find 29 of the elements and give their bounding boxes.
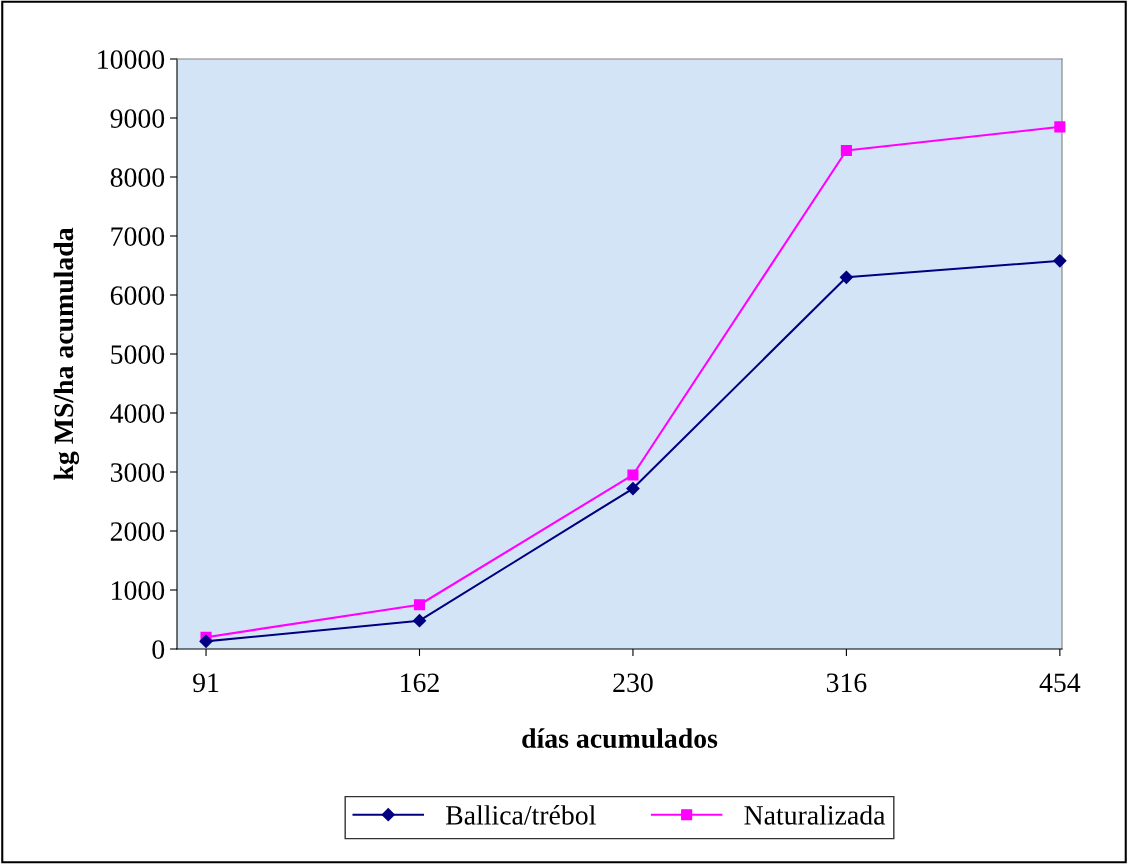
x-axis-title: días acumulados <box>522 728 718 748</box>
point <box>626 481 640 496</box>
y-tick-label: 4000 <box>110 404 165 423</box>
legend-label: Ballica/trébol <box>445 805 596 825</box>
point <box>839 270 853 284</box>
point <box>1053 254 1067 268</box>
point <box>840 144 852 157</box>
y-tick-label: 5000 <box>111 345 165 364</box>
y-tick-label: 8000 <box>110 168 165 187</box>
y-axis-title: kg MS/ha acumulada <box>53 227 80 480</box>
y-tick-label: 6000 <box>110 286 165 305</box>
point <box>199 634 213 648</box>
x-tick-label: 316 <box>826 673 867 693</box>
y-tick-label: 1000 <box>112 581 165 600</box>
point <box>1054 121 1066 133</box>
legend-label: Naturalizada <box>744 805 886 825</box>
y-tick-label: 3000 <box>110 463 165 482</box>
x-tick-label: 91 <box>193 673 219 693</box>
point <box>412 614 427 628</box>
x-tick-label: 162 <box>401 673 439 693</box>
y-tick-label: 0 <box>152 640 165 659</box>
y-tick-label: 2000 <box>110 522 165 541</box>
x-tick-label: 454 <box>1039 673 1081 693</box>
y-tick-label: 9000 <box>110 109 165 128</box>
x-tick-label: 230 <box>613 673 653 693</box>
point <box>413 599 426 611</box>
point <box>627 469 639 481</box>
y-tick-label: 7000 <box>111 227 165 246</box>
y-tick-label: 10000 <box>98 50 165 69</box>
